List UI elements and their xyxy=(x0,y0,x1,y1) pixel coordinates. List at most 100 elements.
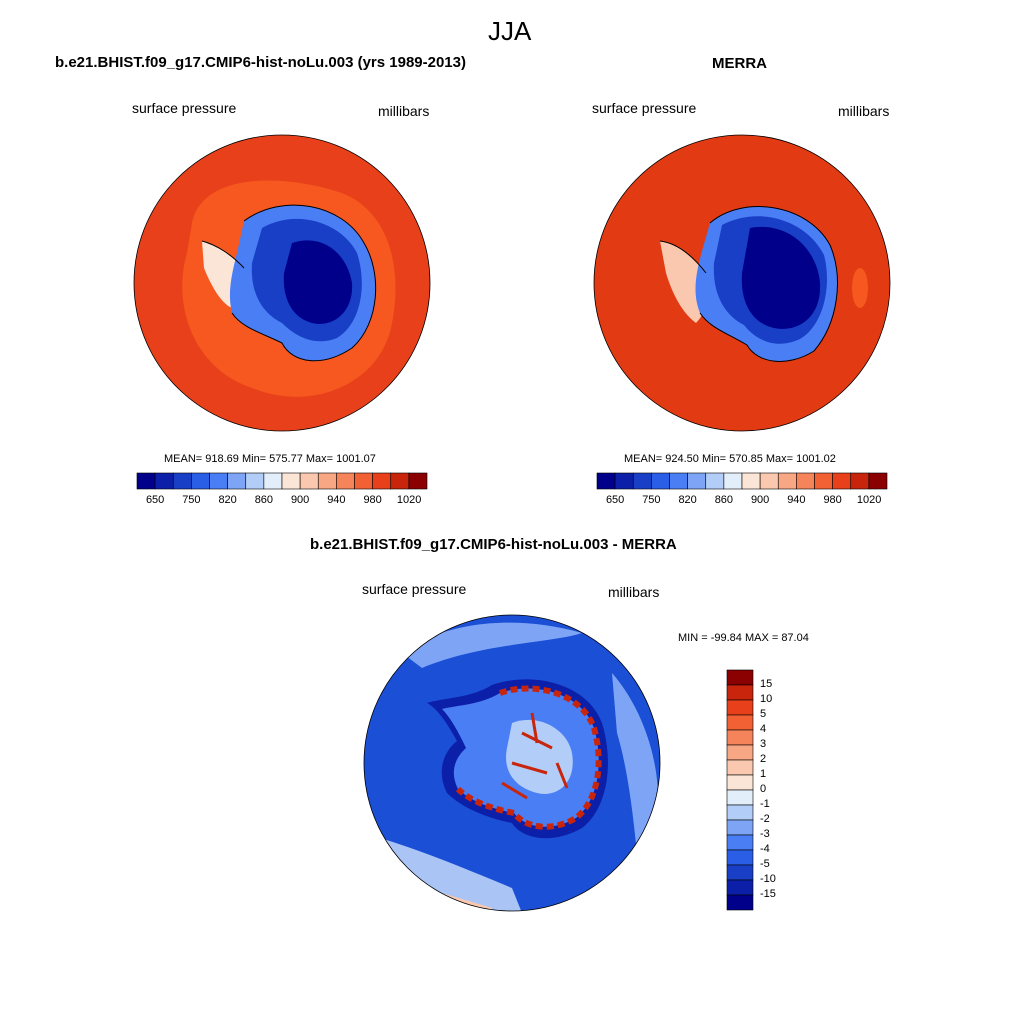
colorbar-swatch xyxy=(726,834,754,851)
figure-title: JJA xyxy=(488,16,532,46)
colorbar-swatch xyxy=(408,472,428,490)
panel3-antarctica-red-edges xyxy=(455,685,602,830)
colorbar-swatch xyxy=(726,804,754,821)
colorbar-swatch xyxy=(726,714,754,731)
colorbar-swatch xyxy=(726,879,754,896)
colorbar-swatch xyxy=(614,472,634,490)
colorbar-tick-label: 820 xyxy=(218,494,237,506)
colorbar-swatch xyxy=(209,472,228,490)
colorbar-tick-label: 650 xyxy=(145,494,165,506)
colorbar-swatch xyxy=(814,472,833,490)
colorbar-swatch xyxy=(336,472,355,490)
panel1-coastline xyxy=(201,204,377,362)
colorbar-swatch xyxy=(726,699,754,716)
panel3-units: millibars xyxy=(608,584,660,600)
colorbar-tick-label: 860 xyxy=(254,494,274,506)
colorbar-swatch xyxy=(726,774,754,791)
panel2-units: millibars xyxy=(838,103,890,119)
panel3-ocean-light-north xyxy=(402,622,582,668)
panel3-colorbar-ticks: 15 10 5 4 3 2 1 0 -1 -2 -3 -4 -5 -10 -15 xyxy=(758,670,798,910)
colorbar-tick-label: 5 xyxy=(760,708,767,720)
colorbar-swatch xyxy=(741,472,761,490)
colorbar-swatch xyxy=(172,472,192,490)
colorbar-tick-label: 940 xyxy=(787,494,806,506)
colorbar-swatch xyxy=(354,472,373,490)
colorbar-swatch xyxy=(726,744,754,761)
colorbar-swatch xyxy=(687,472,707,490)
panel3-variable: surface pressure xyxy=(362,581,467,597)
colorbar-swatch xyxy=(263,472,283,490)
colorbar-swatch xyxy=(726,849,754,866)
colorbar-tick-label: 4 xyxy=(760,723,767,735)
colorbar-swatch xyxy=(372,472,392,490)
panel3-colorbar xyxy=(726,669,754,911)
panel1-stats: MEAN= 918.69 Min= 575.77 Max= 1001.07 xyxy=(164,453,376,465)
colorbar-swatch xyxy=(390,472,410,490)
colorbar-swatch xyxy=(651,472,670,490)
colorbar-swatch xyxy=(726,894,754,911)
colorbar-swatch xyxy=(726,729,754,746)
colorbar-swatch xyxy=(726,789,754,806)
colorbar-swatch xyxy=(317,472,337,490)
colorbar-swatch xyxy=(632,472,652,490)
colorbar-swatch xyxy=(136,472,156,490)
colorbar-tick-label: 750 xyxy=(642,494,661,506)
colorbar-tick-label: 1020 xyxy=(396,494,422,506)
colorbar-swatch xyxy=(868,472,888,490)
colorbar-tick-label: 650 xyxy=(605,494,625,506)
colorbar-tick-label: -5 xyxy=(760,858,770,870)
colorbar-tick-label: 750 xyxy=(182,494,201,506)
colorbar-swatch xyxy=(154,472,174,490)
panel3-antarctica-red-streaks xyxy=(501,712,569,800)
colorbar-swatch xyxy=(777,472,797,490)
colorbar-swatch xyxy=(726,864,754,881)
panel3-antarctica-inner-noise xyxy=(506,719,573,794)
panel2-colorbar-ticks: 650 750 820 860 900 940 980 1020 xyxy=(597,494,887,508)
colorbar-swatch xyxy=(705,472,725,490)
panel1-colorbar xyxy=(136,472,428,490)
colorbar-tick-label: 940 xyxy=(327,494,346,506)
panel2-ocean-patch xyxy=(852,268,868,308)
colorbar-tick-label: -10 xyxy=(760,873,776,885)
colorbar-tick-label: 980 xyxy=(363,494,382,506)
panel2-map-border xyxy=(593,134,891,432)
panel1-colorbar-ticks: 650 750 820 860 900 940 980 1020 xyxy=(137,494,427,508)
colorbar-swatch xyxy=(596,472,616,490)
colorbar-tick-label: 0 xyxy=(760,783,767,795)
colorbar-swatch xyxy=(759,472,779,490)
colorbar-tick-label: 15 xyxy=(760,678,773,690)
colorbar-swatch xyxy=(726,819,754,836)
colorbar-tick-label: 1 xyxy=(760,768,767,780)
colorbar-swatch xyxy=(726,759,754,776)
colorbar-swatch xyxy=(726,669,754,686)
panel1-units: millibars xyxy=(378,103,430,119)
panel1-map xyxy=(133,134,431,432)
panel3-map-border xyxy=(363,614,661,912)
colorbar-tick-label: -2 xyxy=(760,813,770,825)
colorbar-tick-label: 1020 xyxy=(856,494,882,506)
panel1-ice-deep xyxy=(283,240,353,324)
colorbar-swatch xyxy=(726,684,754,701)
colorbar-tick-label: 860 xyxy=(714,494,734,506)
panel2-ice-deep xyxy=(741,226,821,329)
colorbar-swatch xyxy=(669,472,688,490)
panel1-variable: surface pressure xyxy=(132,100,237,116)
panel2-coastline xyxy=(659,206,838,362)
colorbar-swatch xyxy=(723,472,743,490)
panel1-title: b.e21.BHIST.f09_g17.CMIP6-hist-noLu.003 … xyxy=(55,54,466,71)
panel3-stats: MIN = -99.84 MAX = 87.04 xyxy=(678,632,809,644)
colorbar-tick-label: -4 xyxy=(760,843,770,855)
panel2-stats: MEAN= 924.50 Min= 570.85 Max= 1001.02 xyxy=(624,453,836,465)
colorbar-tick-label: 10 xyxy=(760,693,773,705)
colorbar-tick-label: -15 xyxy=(760,888,776,900)
colorbar-swatch xyxy=(191,472,210,490)
colorbar-tick-label: 3 xyxy=(760,738,767,750)
colorbar-tick-label: 980 xyxy=(823,494,842,506)
panel1-map-border xyxy=(133,134,431,432)
colorbar-tick-label: -3 xyxy=(760,828,770,840)
colorbar-swatch xyxy=(832,472,852,490)
colorbar-tick-label: 2 xyxy=(760,753,767,765)
colorbar-tick-label: 900 xyxy=(750,494,770,506)
colorbar-swatch xyxy=(299,472,319,490)
colorbar-swatch xyxy=(850,472,870,490)
